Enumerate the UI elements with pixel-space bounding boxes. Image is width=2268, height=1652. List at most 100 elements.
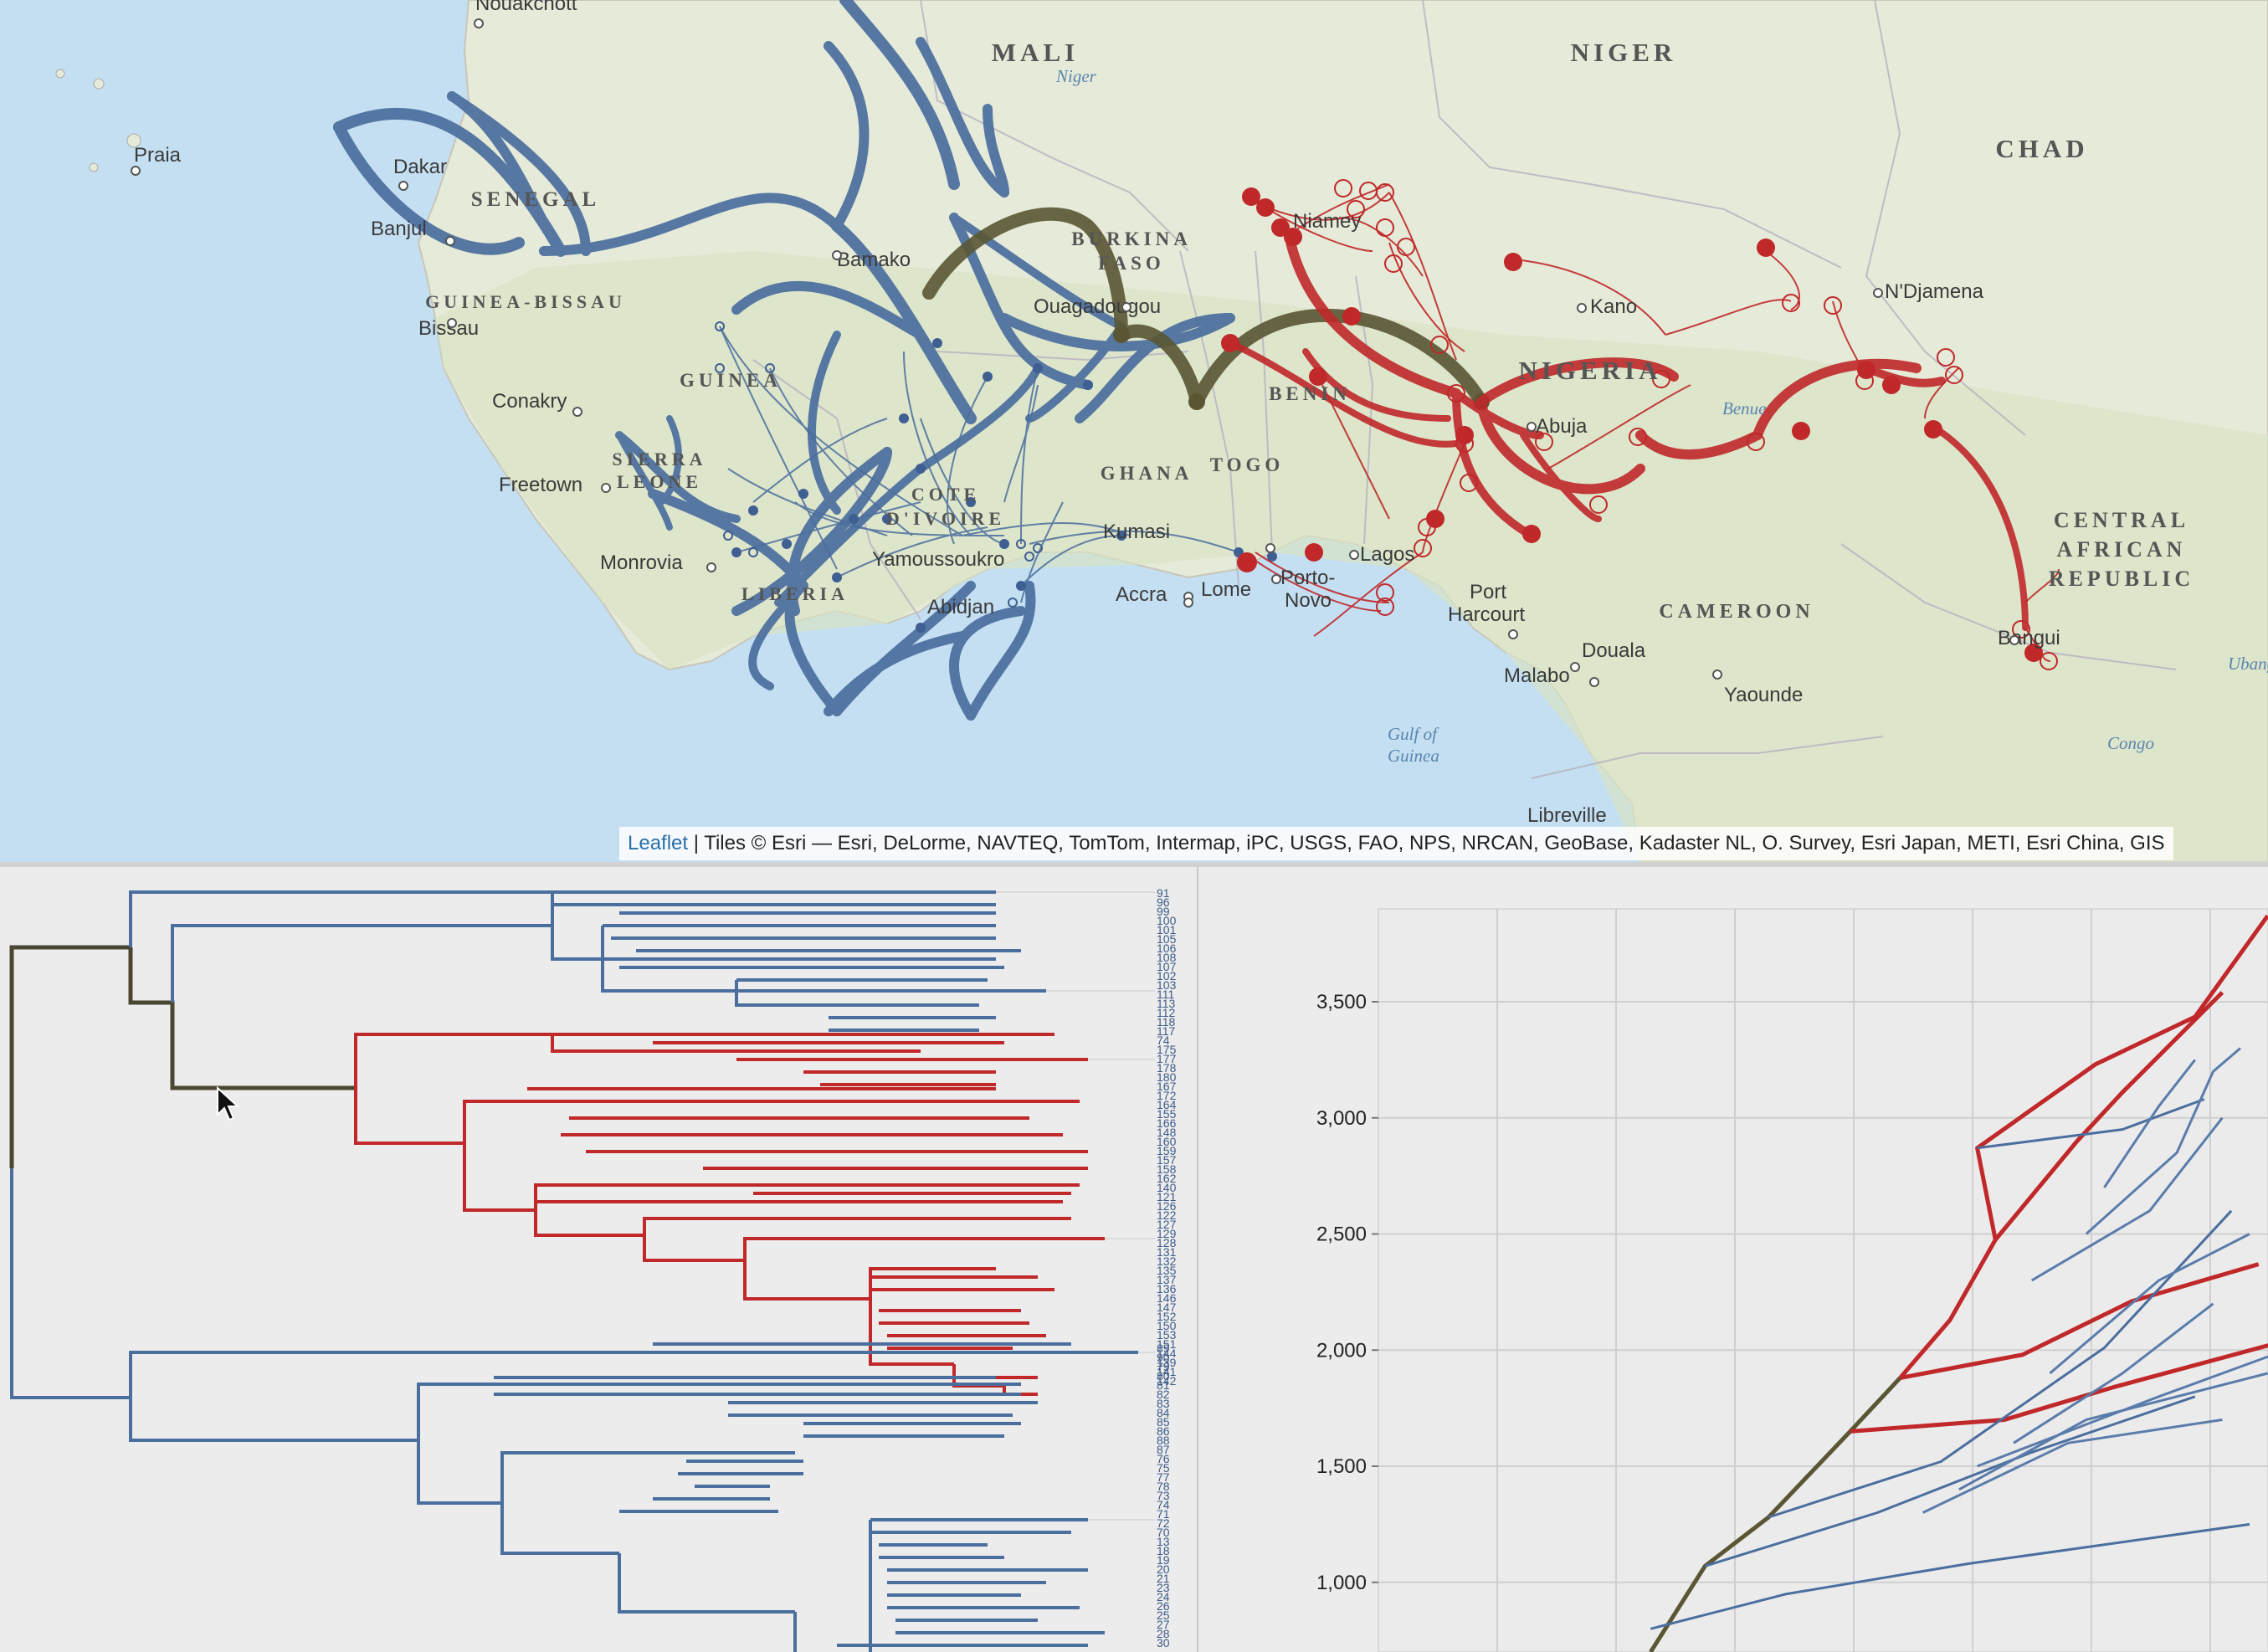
svg-text:19: 19 xyxy=(1157,1553,1170,1567)
svg-text:117: 117 xyxy=(1157,1024,1176,1038)
svg-text:D'IVOIRE: D'IVOIRE xyxy=(886,508,1005,529)
panel-separator xyxy=(1197,867,1198,1652)
svg-text:LEONE: LEONE xyxy=(617,471,702,492)
svg-text:148: 148 xyxy=(1157,1126,1177,1139)
svg-text:159: 159 xyxy=(1157,1144,1177,1157)
series-line-extra-7 xyxy=(1977,1355,2268,1468)
svg-text:96: 96 xyxy=(1157,895,1170,909)
svg-text:100: 100 xyxy=(1157,914,1177,927)
tip-guide-lines xyxy=(996,891,1155,1521)
svg-text:FASO: FASO xyxy=(1098,253,1165,274)
svg-text:129: 129 xyxy=(1157,1227,1177,1240)
country-borders xyxy=(752,0,2177,779)
svg-text:101: 101 xyxy=(1157,923,1177,936)
series-line-3 xyxy=(1899,1262,2260,1380)
svg-text:Ubangi: Ubangi xyxy=(2228,654,2268,674)
svg-text:131: 131 xyxy=(1157,1245,1177,1259)
svg-text:Gulf of: Gulf of xyxy=(1388,724,1439,744)
svg-text:Kumasi: Kumasi xyxy=(1103,521,1170,543)
map-canvas[interactable]: MALI NIGER CHAD SENEGAL GUINEA-BISSAU GU… xyxy=(0,0,2268,862)
svg-text:136: 136 xyxy=(1157,1282,1177,1295)
svg-text:82: 82 xyxy=(1157,1388,1170,1401)
svg-text:Niger: Niger xyxy=(1055,66,1097,86)
svg-text:13: 13 xyxy=(1157,1535,1170,1548)
svg-text:180: 180 xyxy=(1157,1070,1177,1084)
svg-text:178: 178 xyxy=(1157,1061,1177,1075)
svg-text:TOGO: TOGO xyxy=(1210,454,1285,475)
series-line-2 xyxy=(1993,991,2224,1241)
svg-text:103: 103 xyxy=(1157,978,1177,992)
svg-text:76: 76 xyxy=(1157,1452,1170,1465)
svg-text:73: 73 xyxy=(1157,1489,1170,1502)
svg-text:177: 177 xyxy=(1157,1052,1177,1065)
chart-canvas[interactable]: 1,000 1,500 2,000 2,500 3,000 3,500 xyxy=(1198,867,2268,1652)
svg-text:151: 151 xyxy=(1157,1337,1177,1351)
svg-text:71: 71 xyxy=(1157,1507,1170,1521)
leaflet-link[interactable]: Leaflet xyxy=(628,832,689,854)
y-axis-ticks: 1,000 1,500 2,000 2,500 3,000 3,500 xyxy=(1316,991,1378,1594)
svg-text:139: 139 xyxy=(1157,1356,1177,1369)
series-line-extra-3 xyxy=(2049,1233,2250,1375)
tree-canvas[interactable]: 91 96 99 100 101 105 106 108 107 102 103… xyxy=(0,867,1197,1652)
svg-text:LIBERIA: LIBERIA xyxy=(741,583,849,604)
svg-text:75: 75 xyxy=(1157,1461,1170,1475)
svg-text:Ouagadougou: Ouagadougou xyxy=(1034,295,1161,318)
svg-text:147: 147 xyxy=(1157,1301,1177,1314)
y-tick-label: 1,500 xyxy=(1316,1455,1367,1478)
svg-text:26: 26 xyxy=(1157,1599,1170,1613)
svg-text:137: 137 xyxy=(1157,1273,1177,1286)
series-line-extra-1 xyxy=(2030,1116,2224,1282)
panel-divider[interactable] xyxy=(0,862,2268,867)
series-line-6 xyxy=(1704,1395,2196,1567)
svg-text:NIGERIA: NIGERIA xyxy=(1518,356,1661,385)
svg-text:25: 25 xyxy=(1157,1608,1170,1622)
svg-text:Niamey: Niamey xyxy=(1293,210,1361,233)
blue-nodes xyxy=(731,338,1277,633)
map-view[interactable]: MALI NIGER CHAD SENEGAL GUINEA-BISSAU GU… xyxy=(0,0,2268,862)
svg-text:175: 175 xyxy=(1157,1043,1177,1056)
y-tick-label: 1,000 xyxy=(1316,1572,1367,1594)
blue-thin-arcs xyxy=(719,326,1239,603)
svg-text:78: 78 xyxy=(1157,1480,1170,1493)
series-line-8 xyxy=(1977,1098,2205,1150)
svg-text:153: 153 xyxy=(1157,1328,1177,1342)
y-tick-label: 3,000 xyxy=(1316,1107,1367,1130)
svg-text:Lome: Lome xyxy=(1201,578,1251,601)
svg-text:157: 157 xyxy=(1157,1153,1177,1167)
svg-text:Freetown: Freetown xyxy=(499,474,582,496)
svg-text:135: 135 xyxy=(1157,1264,1177,1277)
svg-text:Monrovia: Monrovia xyxy=(600,552,683,574)
svg-text:86: 86 xyxy=(1157,1424,1170,1438)
svg-text:128: 128 xyxy=(1157,1236,1177,1249)
phylogenetic-tree-panel[interactable]: 91 96 99 100 101 105 106 108 107 102 103… xyxy=(0,867,1197,1652)
svg-text:27: 27 xyxy=(1157,1618,1170,1631)
svg-text:88: 88 xyxy=(1157,1434,1170,1447)
series-line-extra-6 xyxy=(1922,1419,2223,1514)
svg-text:COTE: COTE xyxy=(911,484,980,505)
svg-text:79: 79 xyxy=(1157,1360,1170,1373)
ancestral-arc xyxy=(922,207,1488,408)
mouse-cursor-icon xyxy=(217,1086,240,1121)
city-markers xyxy=(131,18,2019,687)
svg-text:155: 155 xyxy=(1157,1107,1177,1121)
svg-text:121: 121 xyxy=(1157,1190,1177,1203)
svg-text:30: 30 xyxy=(1157,1636,1170,1649)
svg-text:Douala: Douala xyxy=(1582,639,1646,662)
chart-series xyxy=(1649,914,2268,1652)
cape-verde-islands xyxy=(55,69,141,172)
svg-text:106: 106 xyxy=(1157,941,1177,955)
blue-lineage-arcs xyxy=(333,0,1235,721)
svg-text:Accra: Accra xyxy=(1116,583,1167,606)
svg-text:Bangui: Bangui xyxy=(1998,627,2060,649)
series-line-5 xyxy=(1650,1522,2250,1630)
series-line-4 xyxy=(1850,1343,2268,1434)
svg-text:N'Djamena: N'Djamena xyxy=(1885,280,1984,303)
svg-text:74: 74 xyxy=(1157,1498,1170,1511)
svg-text:GHANA: GHANA xyxy=(1101,463,1193,484)
map-attribution: Leaflet | Tiles © Esri — Esri, DeLorme, … xyxy=(619,827,2173,860)
svg-text:146: 146 xyxy=(1157,1291,1177,1305)
svg-text:BURKINA: BURKINA xyxy=(1071,228,1192,249)
root-to-tip-chart-panel[interactable]: 1,000 1,500 2,000 2,500 3,000 3,500 xyxy=(1198,867,2268,1652)
svg-text:Port: Port xyxy=(1470,581,1506,603)
y-tick-label: 2,000 xyxy=(1316,1339,1367,1362)
